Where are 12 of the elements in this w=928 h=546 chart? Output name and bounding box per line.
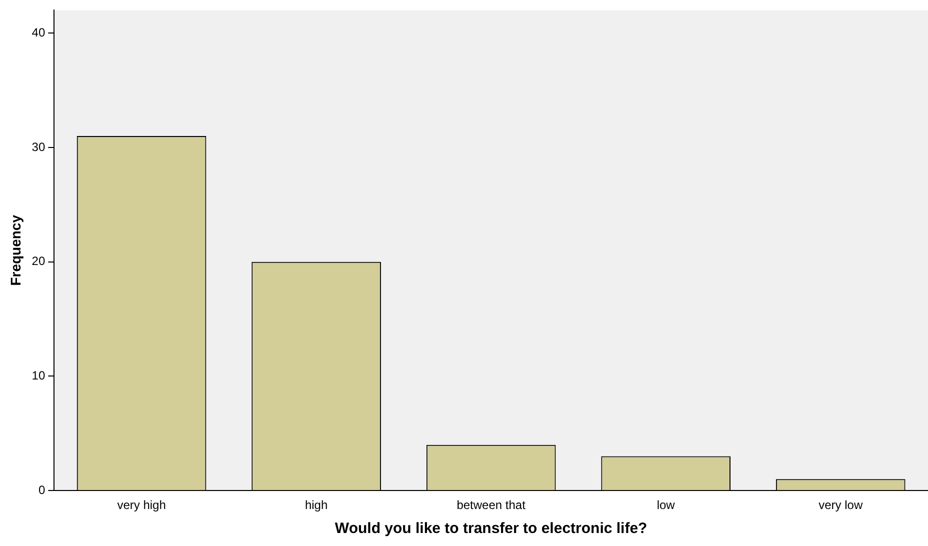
y-tick-label: 30: [32, 140, 46, 154]
x-axis-title: Would you like to transfer to electronic life?: [334, 520, 648, 538]
y-tick-label: 10: [32, 368, 46, 383]
x-tick-label: low: [656, 498, 676, 512]
y-axis-title: Frequency: [7, 214, 24, 286]
y-tick-label: 40: [32, 25, 46, 40]
y-tick-label: 20: [32, 254, 46, 268]
y-tick-label: 0: [38, 482, 46, 497]
x-tick-label: very high: [117, 498, 166, 512]
x-tick-label: between that: [456, 498, 526, 512]
x-tick-label: high: [304, 498, 328, 512]
x-tick-label: very low: [818, 498, 863, 512]
